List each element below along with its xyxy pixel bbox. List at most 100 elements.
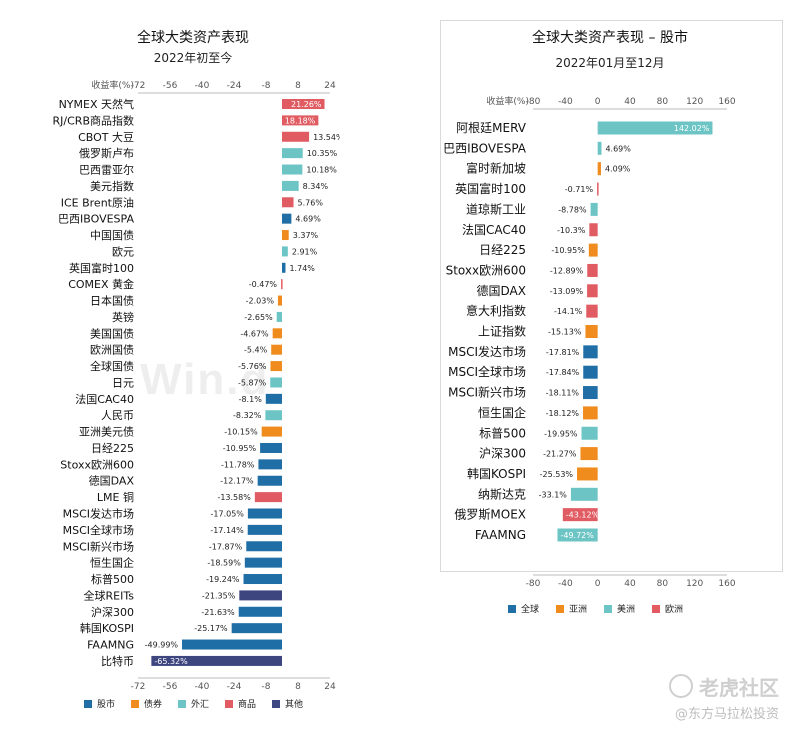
bar xyxy=(282,99,325,109)
category-label: 阿根廷MERV xyxy=(456,121,527,135)
data-label: -19.24% xyxy=(206,575,240,584)
data-label: -21.63% xyxy=(201,608,235,617)
chart-left: 全球大类资产表现2022年初至今收益率(%)-72-72-56-56-40-40… xyxy=(53,29,340,710)
bar xyxy=(282,180,299,191)
bar xyxy=(231,623,282,634)
x-tick-label-top: 40 xyxy=(624,97,636,107)
data-label: -8.32% xyxy=(233,411,262,420)
category-label: 俄罗斯MOEX xyxy=(454,508,526,522)
legend-label: 其他 xyxy=(285,698,303,710)
x-tick-label-top: 8 xyxy=(295,81,301,91)
data-label: 4.69% xyxy=(295,215,321,224)
x-tick-label-bottom: 0 xyxy=(595,579,601,589)
data-label: -17.05% xyxy=(211,510,245,519)
category-label: 日本国债 xyxy=(90,294,134,308)
data-label: -21.27% xyxy=(543,450,577,459)
bar xyxy=(276,311,282,322)
watermark-logo-left: Win.d xyxy=(140,355,270,404)
category-label: 韩国KOSPI xyxy=(80,621,134,635)
category-label: Stoxx欧洲600 xyxy=(446,263,526,277)
x-tick-label-bottom: -24 xyxy=(227,682,242,692)
bar xyxy=(265,393,282,404)
bar xyxy=(270,377,282,388)
bar xyxy=(261,426,282,437)
bar xyxy=(277,295,282,306)
legend-swatch xyxy=(131,700,139,708)
x-tick-label-bottom: -40 xyxy=(195,682,210,692)
x-tick-label-bottom: 24 xyxy=(324,682,336,692)
category-label: 中国国债 xyxy=(90,228,134,242)
category-label: MSCI全球市场 xyxy=(63,523,134,537)
data-label: 8.34% xyxy=(303,182,329,191)
data-label: -10.95% xyxy=(223,444,257,453)
legend-swatch xyxy=(272,700,280,708)
bar xyxy=(583,386,598,400)
category-label: 恒生国企 xyxy=(478,405,526,420)
x-tick-label-bottom: 120 xyxy=(686,579,703,589)
bar xyxy=(282,213,292,224)
category-label: 欧洲国债 xyxy=(90,343,134,357)
category-label: 纳斯达克 xyxy=(478,487,526,501)
category-label: 美元指数 xyxy=(90,179,134,193)
legend-swatch xyxy=(84,700,92,708)
data-label: 142.02% xyxy=(674,124,710,133)
category-label: FAAMNG xyxy=(87,639,134,652)
data-label: -10.95% xyxy=(551,246,585,255)
data-label: -18.12% xyxy=(546,409,580,418)
right-chart-panel xyxy=(440,20,783,572)
bar xyxy=(257,475,282,486)
chart-subtitle: 2022年初至今 xyxy=(154,50,233,65)
data-label: -12.17% xyxy=(220,477,254,486)
data-label: -65.32% xyxy=(154,657,188,666)
bar xyxy=(247,508,282,519)
data-label: -21.35% xyxy=(202,591,236,600)
data-label: -15.13% xyxy=(548,328,582,337)
data-label: -33.1% xyxy=(539,490,568,499)
category-label: 道琼斯工业 xyxy=(466,201,526,216)
category-label: MSCI新兴市场 xyxy=(63,539,134,553)
category-label: MSCI新兴市场 xyxy=(448,385,526,400)
bar xyxy=(244,557,282,568)
legend-swatch xyxy=(508,605,516,613)
bar xyxy=(562,508,598,522)
category-label: 亚洲美元债 xyxy=(79,425,134,439)
bar xyxy=(239,590,282,601)
x-tick-label-top: 120 xyxy=(686,97,703,107)
category-label: 美国国债 xyxy=(90,326,134,340)
category-label: NYMEX 天然气 xyxy=(59,97,134,111)
category-label: 比特币 xyxy=(101,654,134,668)
category-label: 日元 xyxy=(112,376,134,389)
category-label: 欧元 xyxy=(112,245,134,258)
category-label: 恒生国企 xyxy=(90,556,134,570)
category-label: FAAMNG xyxy=(475,528,526,542)
data-label: -5.4% xyxy=(244,346,268,355)
chart-right: 全球大类资产表现 – 股市2022年01月至12月收益率(%)-80-80-40… xyxy=(443,29,736,615)
legend-label: 债券 xyxy=(144,698,162,710)
category-label: 标普500 xyxy=(91,572,134,586)
legend-swatch xyxy=(225,700,233,708)
category-label: 巴西雷亚尔 xyxy=(79,164,134,177)
x-tick-label-top: -40 xyxy=(558,97,573,107)
data-label: -19.95% xyxy=(544,429,578,438)
bar xyxy=(243,574,282,585)
x-tick-label-top: 24 xyxy=(324,81,336,91)
category-label: 全球国债 xyxy=(90,359,134,373)
site-watermark: 老虎社区 xyxy=(669,672,779,701)
x-axis-label: 收益率(%) xyxy=(486,95,529,107)
category-label: 英镑 xyxy=(112,310,134,324)
bar xyxy=(588,243,598,257)
chart-title: 全球大类资产表现 xyxy=(137,29,249,46)
data-label: -2.03% xyxy=(246,297,275,306)
data-label: 3.37% xyxy=(293,231,319,240)
data-label: -13.09% xyxy=(550,287,584,296)
bar xyxy=(589,223,598,237)
chart-title: 全球大类资产表现 – 股市 xyxy=(532,29,688,46)
data-label: -18.59% xyxy=(207,559,241,568)
bar xyxy=(586,304,598,318)
bar xyxy=(258,459,282,470)
x-tick-label-top: 0 xyxy=(595,97,601,107)
x-tick-label-top: -8 xyxy=(262,81,271,91)
bar xyxy=(577,467,598,481)
data-label: -18.11% xyxy=(546,389,580,398)
bar xyxy=(270,361,282,372)
